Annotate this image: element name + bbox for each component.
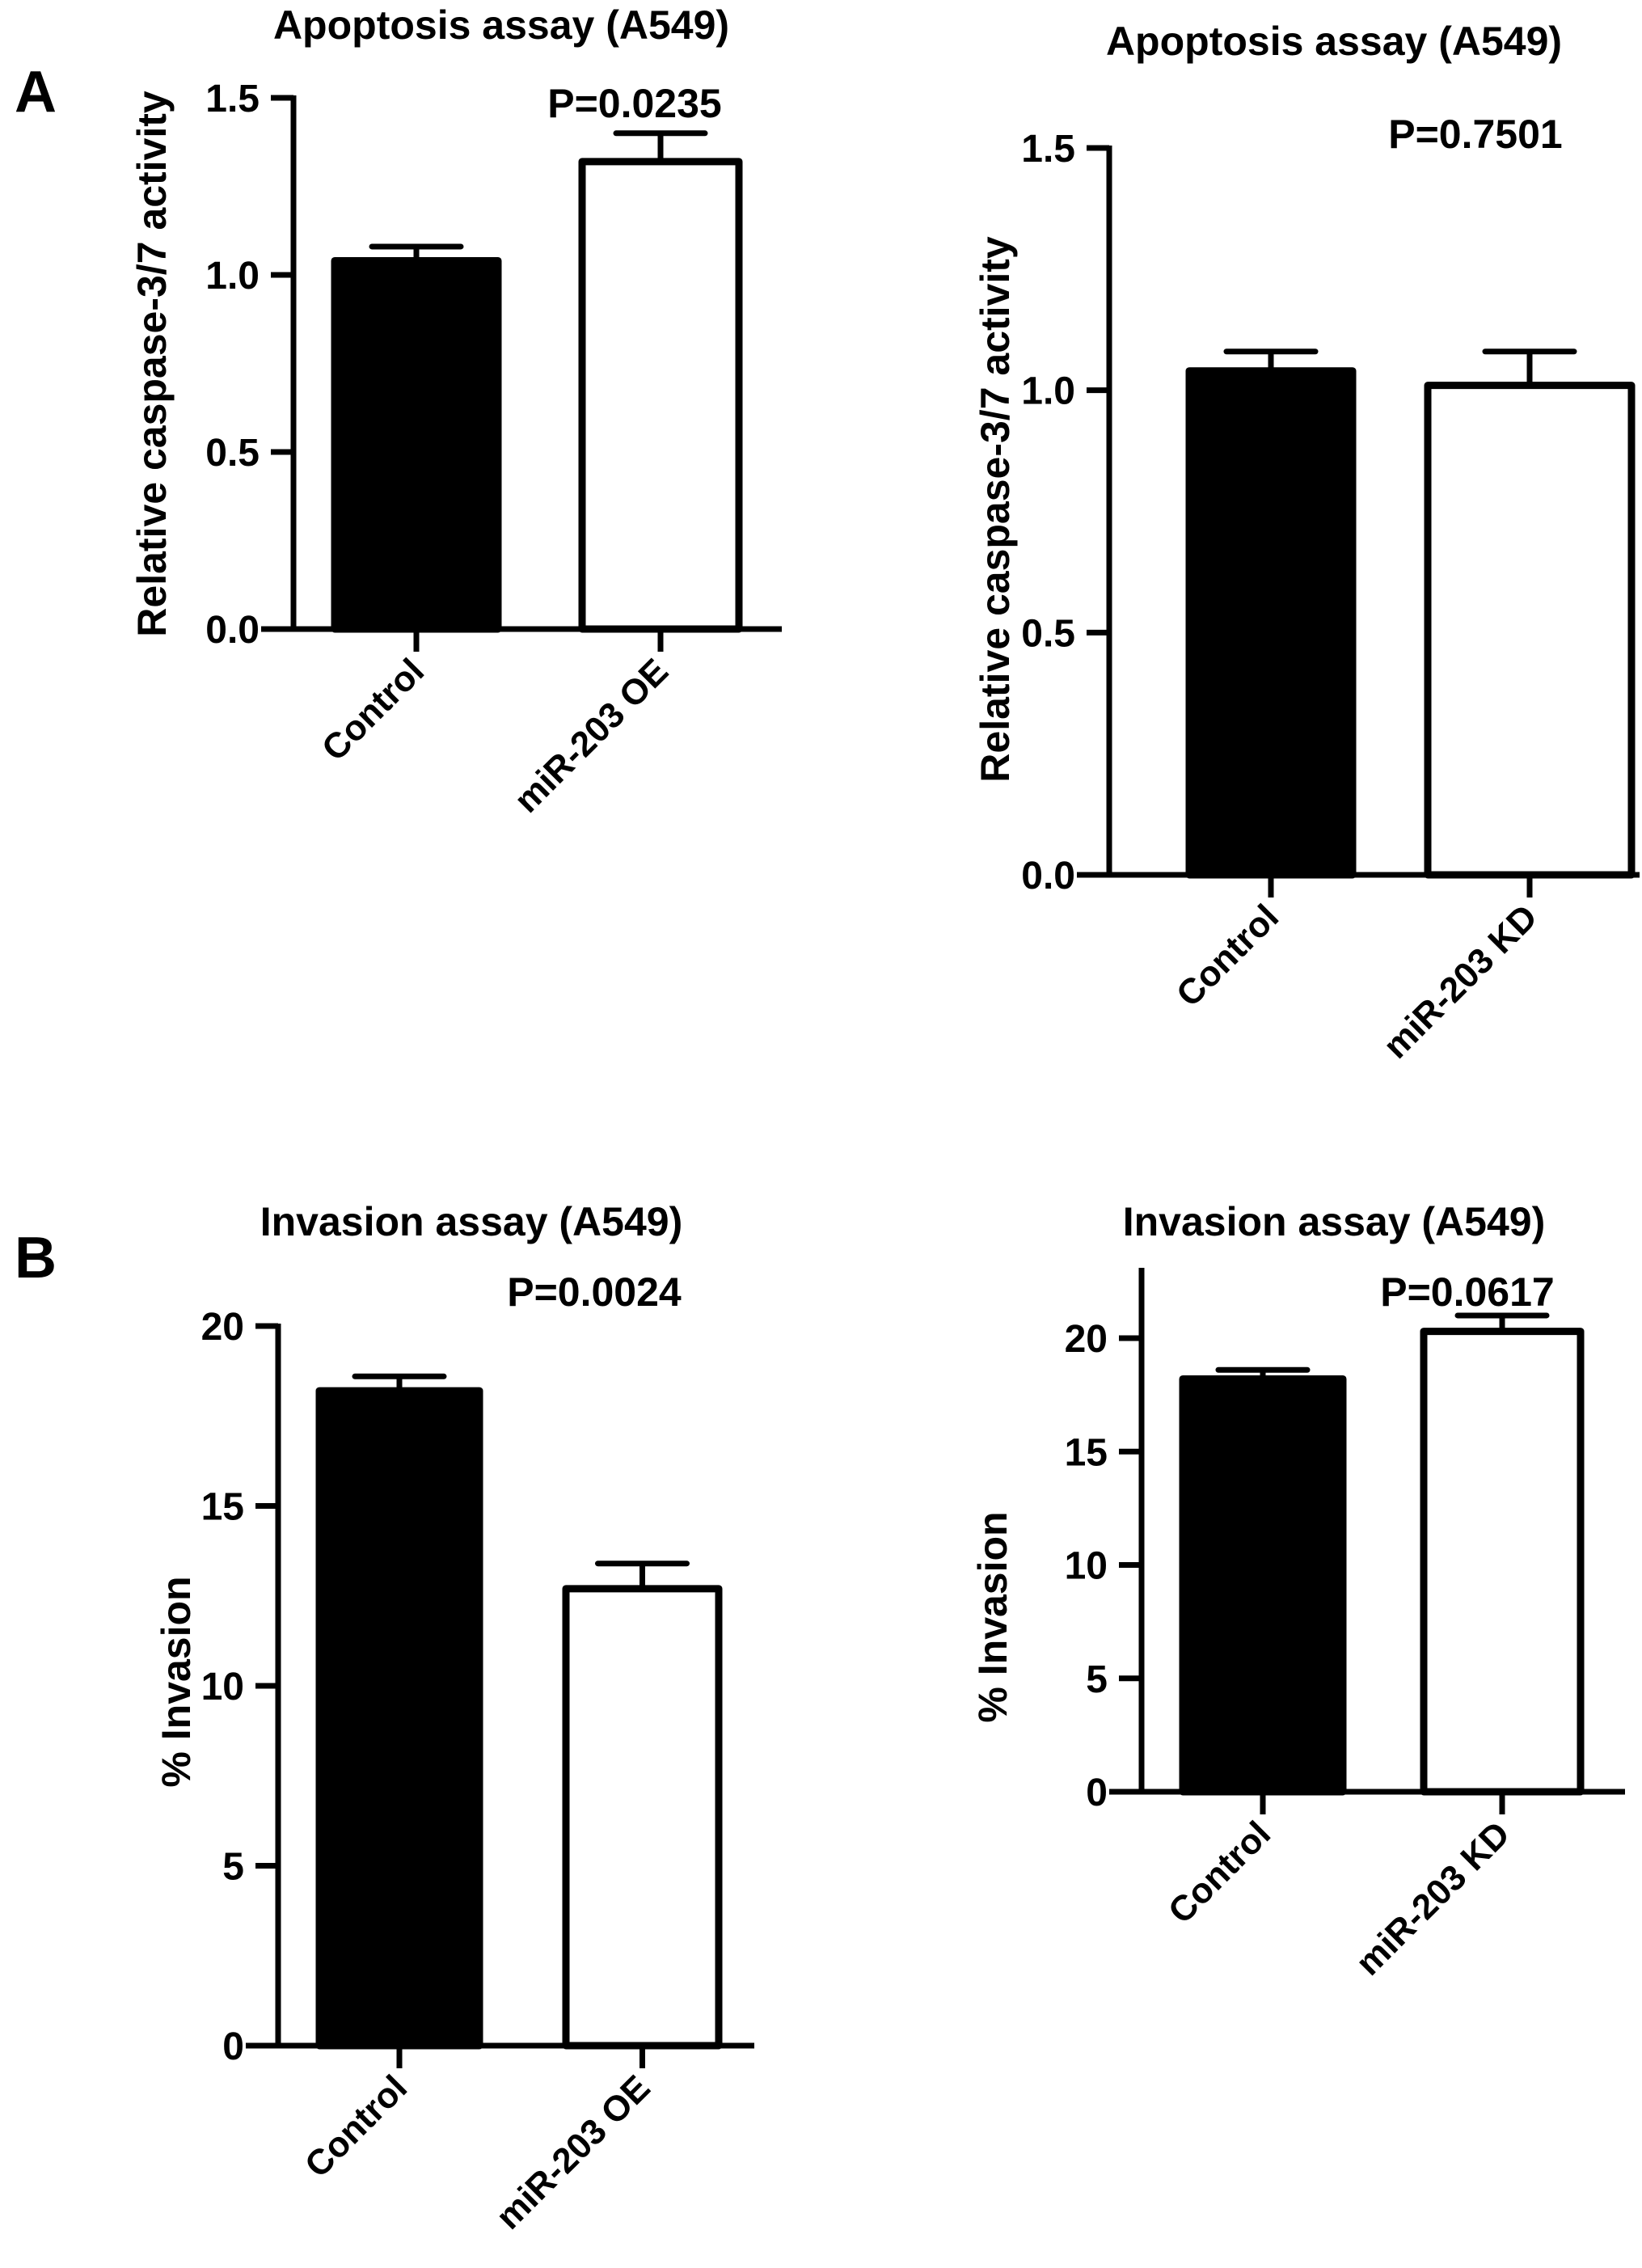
y-tick-label: 0.5 (205, 432, 260, 475)
p-value-annotation: P=0.0617 (1380, 1269, 1554, 1315)
x-tick-label: Control (314, 651, 432, 768)
p-value-annotation: P=0.0024 (507, 1269, 682, 1315)
panel-label-a: A (15, 60, 57, 125)
bar-mir-203-oe (562, 1585, 723, 2050)
y-tick-label: 20 (1065, 1318, 1108, 1361)
x-tick-label: miR-203 OE (507, 651, 676, 820)
chart-title: Invasion assay (A549) (1123, 1199, 1546, 1244)
y-tick-label: 15 (201, 1486, 244, 1529)
bar-control (1179, 1375, 1347, 1796)
y-tick-label: 0 (1086, 1772, 1108, 1814)
x-tick-label: Control (1161, 1814, 1278, 1931)
panel-label-b: B (15, 1226, 57, 1290)
y-tick-label: 1.5 (1021, 128, 1075, 171)
bar-control (331, 256, 502, 633)
bar-mir-203-kd (1424, 382, 1636, 879)
y-tick-label: 1.5 (205, 78, 260, 120)
y-tick-label: 10 (201, 1666, 244, 1708)
x-tick-label: miR-203 KD (1349, 1814, 1517, 1983)
y-tick-label: 15 (1065, 1431, 1108, 1474)
y-tick-label: 0.0 (205, 609, 260, 652)
chart-4: Invasion assay (A549) P=0.0617 % Invasion 0… (970, 1199, 1625, 1983)
chart-2: Apoptosis assay (A549) P=0.7501 Relative c… (973, 19, 1640, 1066)
y-axis-label: Relative caspase-3/7 activity (129, 91, 175, 637)
bar-mir-203-kd (1420, 1328, 1585, 1796)
y-tick-label: 5 (1086, 1658, 1108, 1701)
y-tick-label: 1.0 (205, 255, 260, 298)
x-tick-label: miR-203 OE (488, 2067, 657, 2236)
y-tick-label: 0.0 (1021, 855, 1075, 897)
chart-title: Apoptosis assay (A549) (273, 2, 729, 48)
y-tick-label: 20 (201, 1306, 244, 1349)
y-tick-label: 5 (222, 1846, 244, 1889)
y-tick-label: 1.0 (1021, 370, 1075, 413)
x-tick-label: miR-203 KD (1376, 897, 1545, 1066)
y-tick-label: 0 (222, 2025, 244, 2068)
bar-control (315, 1387, 483, 2050)
x-tick-label: Control (1169, 897, 1286, 1014)
p-value-annotation: P=0.7501 (1388, 112, 1562, 157)
x-tick-label: Control (298, 2067, 415, 2185)
bar-mir-203-oe (578, 158, 743, 633)
y-axis-label: % Invasion (970, 1511, 1015, 1722)
y-axis-label: Relative caspase-3/7 activity (973, 236, 1018, 783)
chart-1: Apoptosis assay (A549) P=0.0235 Relative c… (129, 2, 782, 821)
y-tick-label: 10 (1065, 1545, 1108, 1588)
chart-3: Invasion assay (A549) P=0.0024 % Invasion 0… (154, 1199, 754, 2237)
y-axis-label: % Invasion (154, 1576, 199, 1787)
chart-title: Invasion assay (A549) (260, 1199, 683, 1244)
p-value-annotation: P=0.0235 (547, 81, 721, 126)
y-tick-label: 0.5 (1021, 612, 1075, 655)
chart-title: Apoptosis assay (A549) (1106, 19, 1562, 64)
bar-control (1185, 367, 1357, 879)
